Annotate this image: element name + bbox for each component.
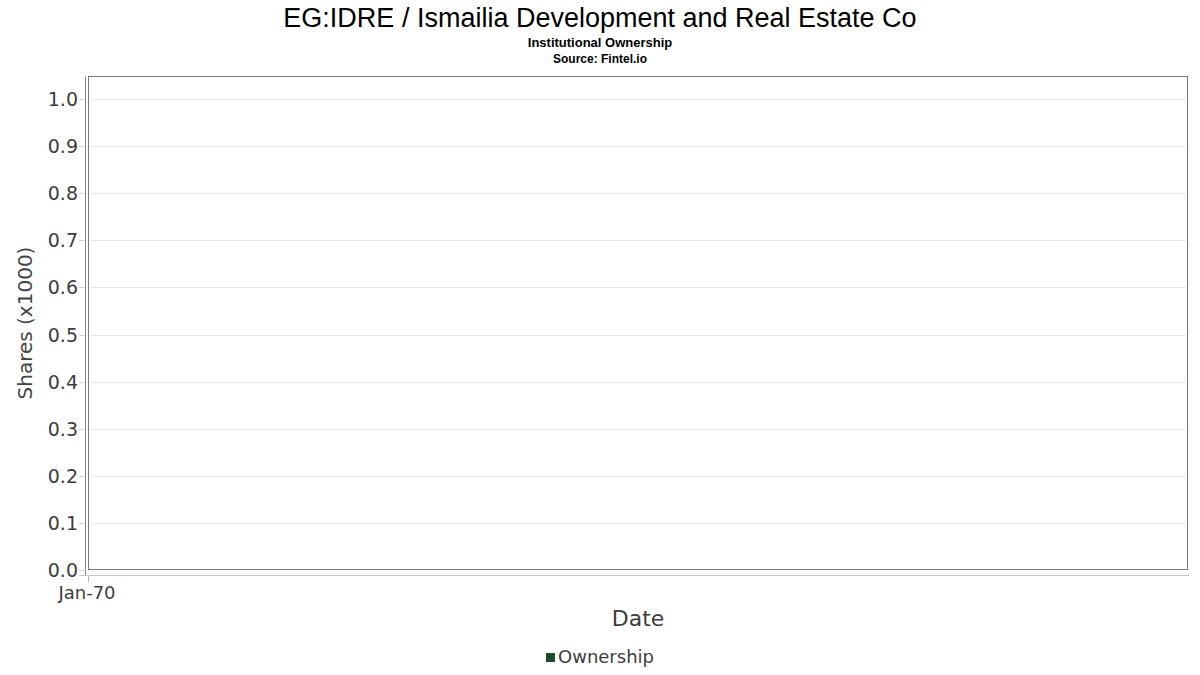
gridline: [90, 193, 1186, 194]
y-axis-tick-mark: [79, 240, 85, 241]
y-tick-label: 0.9: [18, 135, 78, 157]
y-axis-tick-mark: [79, 523, 85, 524]
y-tick-label: 0.6: [18, 276, 78, 298]
x-axis-line: [79, 575, 1189, 576]
y-axis-tick-mark: [79, 476, 85, 477]
legend-label-ownership: Ownership: [558, 646, 654, 668]
legend-item-ownership[interactable]: Ownership: [0, 646, 1200, 668]
gridline: [90, 382, 1186, 383]
gridline: [90, 476, 1186, 477]
y-tick-label: 0.4: [18, 371, 78, 393]
y-tick-label: 0.8: [18, 182, 78, 204]
y-axis-tick-mark: [79, 99, 85, 100]
chart-title: EG:IDRE / Ismailia Development and Real …: [0, 2, 1200, 35]
plot-area: [88, 76, 1188, 570]
chart-subtitle: Institutional Ownership: [0, 35, 1200, 50]
gridline: [90, 429, 1186, 430]
y-axis-tick-mark: [79, 146, 85, 147]
chart-source-caption: Source: Fintel.io: [0, 52, 1200, 66]
y-tick-label: 0.5: [18, 324, 78, 346]
y-axis-line: [85, 76, 86, 575]
gridline: [90, 523, 1186, 524]
y-axis-tick-mark: [79, 287, 85, 288]
gridline: [90, 240, 1186, 241]
y-tick-label: 0.1: [18, 512, 78, 534]
y-axis-tick-mark: [79, 570, 85, 571]
ownership-chart: EG:IDRE / Ismailia Development and Real …: [0, 0, 1200, 675]
y-axis-tick-mark: [79, 193, 85, 194]
y-tick-label: 0.3: [18, 418, 78, 440]
x-axis-title: Date: [538, 606, 738, 631]
y-tick-label: 0.2: [18, 465, 78, 487]
x-tick-label: Jan-70: [47, 582, 127, 603]
y-tick-label: 0.7: [18, 229, 78, 251]
gridline: [90, 287, 1186, 288]
legend-marker-ownership: [546, 653, 555, 662]
y-tick-label: 0.0: [18, 559, 78, 581]
y-axis-tick-mark: [79, 382, 85, 383]
y-axis-tick-mark: [79, 429, 85, 430]
gridline: [90, 146, 1186, 147]
gridline: [90, 335, 1186, 336]
y-tick-label: 1.0: [18, 88, 78, 110]
y-axis-tick-mark: [79, 335, 85, 336]
gridline: [90, 99, 1186, 100]
